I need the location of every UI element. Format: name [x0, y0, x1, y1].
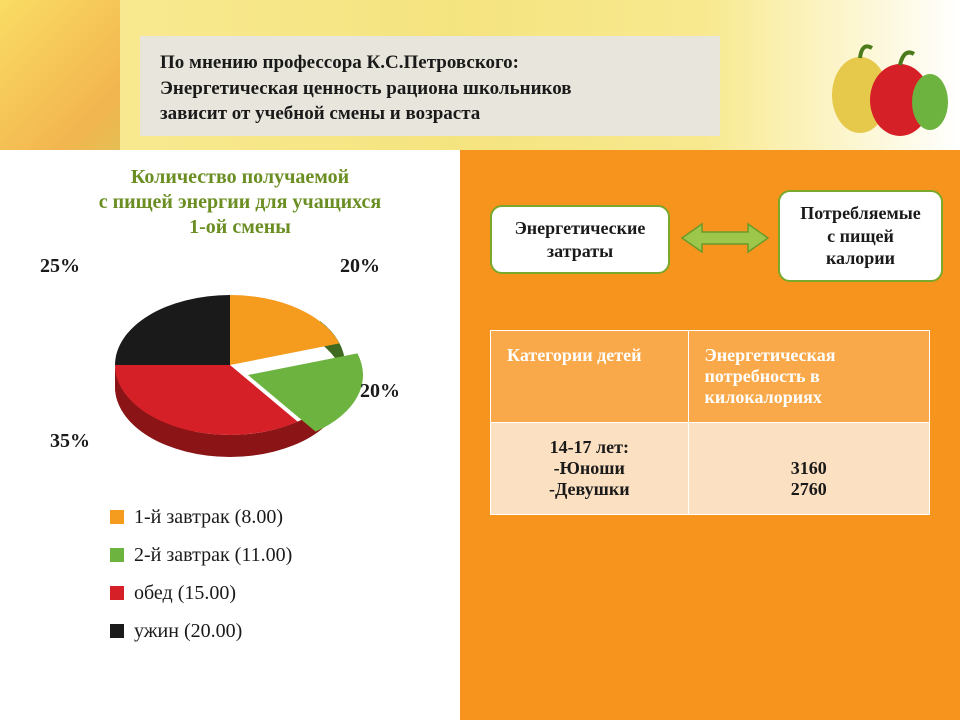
chart-title: Количество получаемой с пищей энергии дл…	[30, 165, 450, 240]
pct-black: 25%	[40, 255, 80, 278]
bubble-right-l1: Потребляемые	[800, 203, 921, 223]
pie-chart: 20% 20% 35% 25%	[30, 245, 430, 495]
td-category: 14-17 лет: -Юноши -Девушки	[491, 423, 689, 515]
double-arrow-icon	[680, 218, 770, 268]
legend-swatch-3	[110, 586, 124, 600]
header-line-3: зависит от учебной смены и возраста	[160, 101, 700, 127]
legend-item-2: 2-й завтрак (11.00)	[110, 538, 292, 572]
legend-item-1: 1-й завтрак (8.00)	[110, 500, 292, 534]
chart-title-l3: 1-ой смены	[189, 216, 291, 238]
bubble-left-text: Энергетические затраты	[515, 218, 646, 261]
chart-title-l2: с пищей энергии для учащихся	[99, 191, 381, 213]
th-col1: Категории детей	[491, 331, 689, 423]
chart-legend: 1-й завтрак (8.00) 2-й завтрак (11.00) о…	[110, 500, 292, 652]
th-col2: Энергетическая потребность в килокалория…	[688, 331, 929, 423]
legend-swatch-1	[110, 510, 124, 524]
energy-table: Категории детей Энергетическая потребнос…	[490, 330, 930, 515]
bubble-right: Потребляемые с пищей калории	[778, 190, 943, 282]
chart-title-l1: Количество получаемой	[131, 166, 349, 188]
header-box: По мнению профессора К.С.Петровского: Эн…	[140, 36, 720, 136]
header-line-1: По мнению профессора К.С.Петровского:	[160, 50, 700, 76]
legend-label-4: ужин (20.00)	[134, 614, 242, 648]
cat-l3: -Девушки	[549, 479, 630, 499]
legend-label-3: обед (15.00)	[134, 576, 236, 610]
pepper-decoration	[820, 30, 950, 140]
bubble-right-l2: с пищей	[827, 226, 894, 246]
legend-item-4: ужин (20.00)	[110, 614, 292, 648]
cat-l2: -Юноши	[554, 458, 625, 478]
bubble-right-l3: калории	[826, 248, 895, 268]
bubble-left: Энергетические затраты	[490, 205, 670, 274]
td-values: 3160 2760	[688, 423, 929, 515]
legend-label-1: 1-й завтрак (8.00)	[134, 500, 283, 534]
cat-l1: 14-17 лет:	[550, 437, 629, 457]
val-l2: 2760	[791, 479, 827, 499]
val-l1: 3160	[791, 458, 827, 478]
pct-green: 20%	[360, 380, 400, 403]
legend-swatch-4	[110, 624, 124, 638]
pct-red: 35%	[50, 430, 90, 453]
header-line-2: Энергетическая ценность рациона школьник…	[160, 76, 700, 102]
legend-item-3: обед (15.00)	[110, 576, 292, 610]
legend-swatch-2	[110, 548, 124, 562]
pct-orange: 20%	[340, 255, 380, 278]
legend-label-2: 2-й завтрак (11.00)	[134, 538, 292, 572]
